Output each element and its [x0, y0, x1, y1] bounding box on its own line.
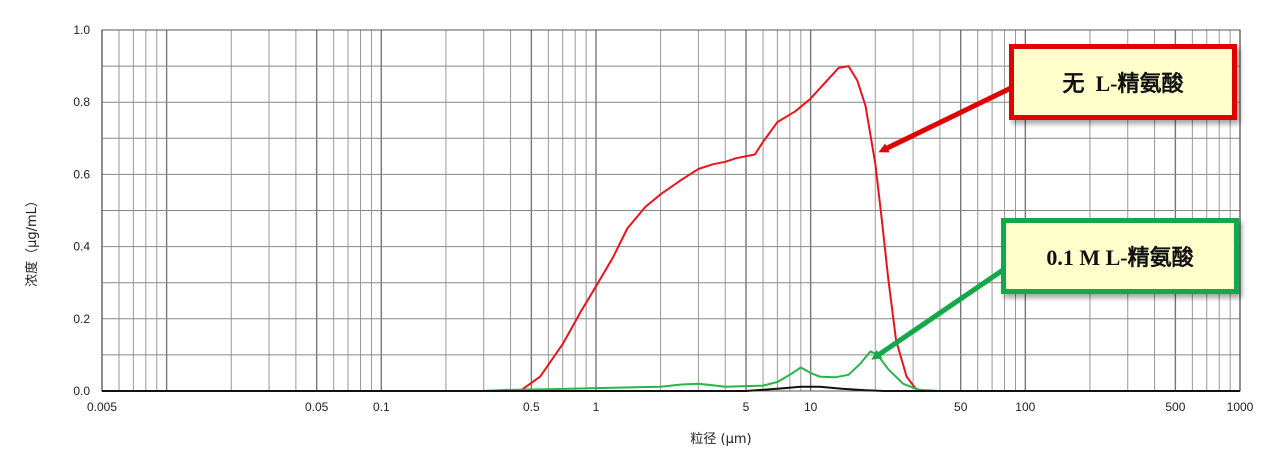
series-line-0: [102, 65, 1240, 392]
series-layer: [102, 65, 1240, 392]
annotation-no-arginine: 无 L-精氨酸: [1009, 44, 1237, 120]
y-tick-label: 0.2: [73, 312, 90, 326]
annotation-arginine-0-1m: 0.1 M L-精氨酸: [1001, 218, 1239, 294]
callout-arrow-0: [878, 85, 1013, 153]
y-axis-title: 浓度（μg/mL）: [24, 194, 40, 287]
x-tick-label: 1000: [1227, 400, 1254, 414]
y-tick-label: 0.4: [73, 240, 90, 254]
series-line-1: [102, 350, 1240, 392]
y-tick-label: 1.0: [73, 23, 90, 37]
x-tick-label: 0.5: [523, 400, 540, 414]
x-tick-label: 0.05: [305, 400, 329, 414]
x-tick-label: 10: [804, 400, 818, 414]
x-tick-label: 50: [954, 400, 968, 414]
callout-arrows: [871, 85, 1013, 360]
x-axis-ticks: 0.005 0.05 0.1 0.5 1 5 10 50 100 500 1000: [87, 400, 1254, 414]
callout-arrow-1: [871, 267, 1005, 360]
x-tick-label: 0.005: [87, 400, 117, 414]
x-tick-label: 100: [1015, 400, 1035, 414]
series-line-2: [102, 385, 1240, 392]
y-tick-label: 0.6: [73, 167, 90, 181]
y-tick-label: 0.0: [73, 384, 90, 398]
x-tick-label: 0.1: [373, 400, 390, 414]
x-tick-label: 5: [743, 400, 750, 414]
x-tick-label: 500: [1165, 400, 1185, 414]
x-tick-label: 1: [593, 400, 600, 414]
y-axis-ticks: 0.0 0.2 0.4 0.6 0.8 1.0: [73, 23, 90, 398]
y-tick-label: 0.8: [73, 95, 90, 109]
x-axis-title: 粒径 (μm): [690, 432, 751, 447]
